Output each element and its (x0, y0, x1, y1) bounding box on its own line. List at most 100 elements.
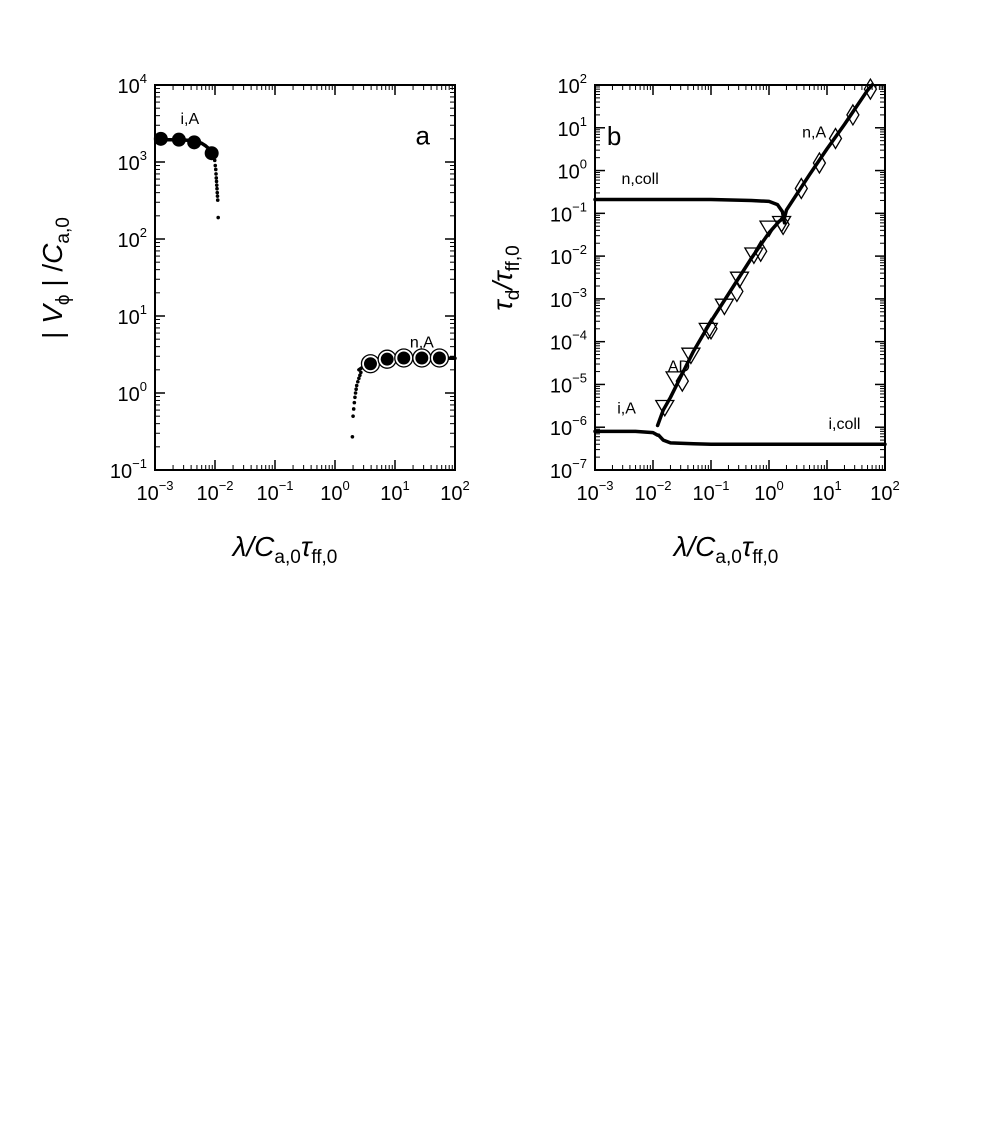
panel-b-y-axis-title: τd/τff,0 (487, 245, 524, 310)
data-point-small (358, 373, 362, 378)
curve-label: n,coll (621, 171, 658, 188)
data-point-triangle (729, 271, 750, 289)
panel-b-annotations: b n,coll n,A AD i,A i,coll (607, 121, 861, 433)
data-point-diamond (828, 127, 843, 150)
panel-b-ticks (594, 84, 886, 471)
x-tick-label: 102 (440, 478, 469, 505)
data-point-ringed-circle (360, 354, 381, 374)
y-tick-label: 102 (558, 71, 587, 98)
data-point-small (213, 167, 218, 172)
y-tick-label: 10−5 (550, 370, 587, 397)
x-tick-label: 10−3 (576, 478, 613, 505)
data-point-diamond (704, 317, 718, 341)
data-point-filled-circle (204, 146, 219, 161)
data-point-small (352, 400, 357, 405)
panel-b-tick-labels: 10−3 10−2 10−1 100 101 102 10−7 10−6 10−5 10−4 10−… (550, 71, 900, 505)
data-point-diamond (776, 213, 790, 236)
x-tick-label: 10−2 (196, 478, 233, 505)
y-tick-label: 102 (118, 225, 147, 252)
data-point-filled-circle (187, 135, 202, 150)
data-point-small (214, 179, 219, 184)
series-line-n-coll (593, 197, 787, 225)
data-point-small (354, 387, 358, 392)
y-tick-label: 10−1 (110, 456, 147, 483)
data-point-small (356, 379, 360, 384)
x-tick-label: 10−2 (634, 478, 671, 505)
data-point-small (351, 414, 355, 418)
y-tick-label: 101 (558, 114, 587, 141)
panel-label: b (607, 121, 621, 151)
data-point-diamond (846, 103, 860, 127)
series-line-i-coll (656, 433, 887, 446)
x-tick-label: 100 (320, 478, 349, 505)
data-point-ringed-circle (429, 348, 450, 368)
data-point-small (350, 434, 355, 439)
curve-label: n,A (802, 124, 826, 141)
x-tick-label: 10−1 (692, 478, 729, 505)
y-tick-label: 10−1 (550, 199, 587, 226)
x-tick-label: 101 (812, 478, 841, 505)
data-point-small (213, 163, 218, 168)
x-tick-label: 100 (754, 478, 783, 505)
data-point-small (359, 370, 363, 375)
y-tick-label: 104 (118, 71, 147, 98)
panel-a-ticks (154, 84, 456, 471)
data-point-small (357, 376, 361, 381)
data-point-filled-circle (153, 131, 168, 146)
data-point-small (214, 172, 218, 176)
y-tick-label: 10−6 (550, 413, 587, 440)
data-point-small (351, 407, 356, 411)
panel-b-x-axis-title: λ/Ca,0τff,0 (672, 531, 779, 568)
panel-a-y-axis-title: | Vϕ | /Ca,0 (37, 217, 74, 339)
data-point-triangle (680, 347, 702, 365)
data-point-small (216, 215, 220, 220)
y-tick-label: 10−7 (550, 456, 587, 483)
data-point-small (215, 198, 220, 202)
data-point-small (353, 395, 357, 400)
panel-a-annotations: i,A n,A a (180, 111, 434, 351)
y-tick-label: 100 (118, 379, 147, 406)
x-tick-label: 10−3 (136, 478, 173, 505)
x-tick-label: 101 (380, 478, 409, 505)
curve-label: n,A (410, 334, 434, 351)
data-point-filled-circle (171, 132, 186, 147)
curve-label: i,A (180, 111, 199, 128)
curve-label: AD (668, 359, 690, 376)
data-point-diamond (753, 239, 768, 263)
panel-a: 10−3 10−2 10−1 100 101 102 10−1 100 101 102 103 104… (37, 71, 470, 568)
y-tick-label: 10−2 (550, 242, 587, 269)
panel-b-marks (593, 77, 887, 446)
y-tick-label: 103 (118, 148, 147, 175)
panel-b-plot-frame (594, 84, 886, 471)
y-tick-label: 101 (118, 302, 147, 329)
curve-label: i,coll (828, 416, 860, 433)
data-point-small (215, 194, 220, 198)
panel-label: a (416, 120, 431, 150)
data-point-triangle (743, 247, 765, 265)
x-tick-label: 102 (870, 478, 899, 505)
data-point-triangle (714, 298, 735, 316)
data-point-diamond (675, 369, 690, 393)
data-point-diamond (812, 151, 827, 175)
x-tick-label: 10−1 (256, 478, 293, 505)
panel-b: 10−3 10−2 10−1 100 101 102 10−7 10−6 10−5 10−4 10−… (487, 71, 900, 568)
data-point-small (215, 190, 220, 195)
data-point-small (214, 176, 219, 180)
panel-a-tick-labels: 10−3 10−2 10−1 100 101 102 10−1 100 101 102 103 104 (110, 71, 470, 505)
y-tick-label: 10−4 (550, 328, 587, 355)
y-tick-label: 100 (558, 157, 587, 184)
data-point-triangle (654, 399, 675, 418)
data-point-ringed-circle (412, 348, 432, 368)
data-point-diamond (794, 177, 809, 200)
panel-a-plot-frame (154, 84, 456, 471)
panel-a-marks (153, 131, 457, 439)
curve-label: i,A (617, 400, 636, 417)
data-point-small (354, 383, 359, 388)
data-point-small (215, 186, 219, 191)
y-tick-label: 10−3 (550, 285, 587, 312)
data-point-small (353, 391, 358, 395)
data-point-small (214, 183, 219, 187)
data-point-diamond (730, 280, 744, 303)
data-point-ringed-circle (394, 348, 414, 368)
